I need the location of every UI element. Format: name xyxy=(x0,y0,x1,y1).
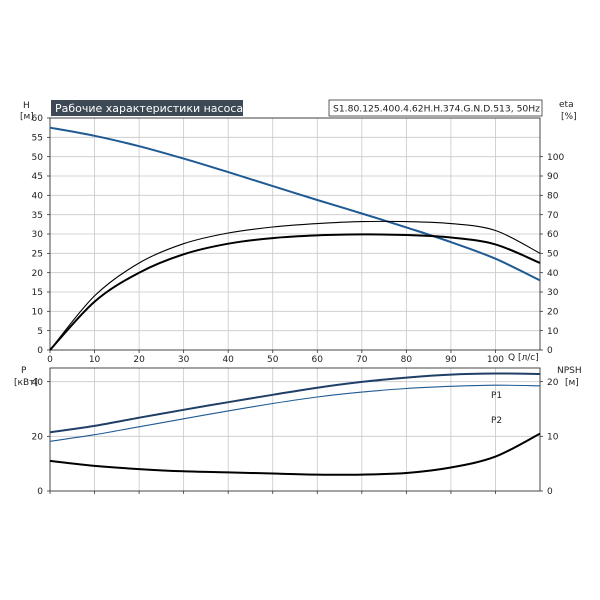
eta-axis-label: eta xyxy=(559,100,574,110)
head-panel-curve-efficiency-thin xyxy=(49,220,541,351)
power-panel-left-tick-label: 40 xyxy=(32,378,44,388)
head-panel-left-tick-label: 25 xyxy=(32,250,43,260)
model-box xyxy=(328,99,543,117)
legend-p2: P2 xyxy=(491,416,502,426)
head-panel-right-tick-label: 60 xyxy=(547,230,559,240)
power-panel-right-tick-label: 20 xyxy=(547,378,559,388)
head-panel-x-tick-label: 30 xyxy=(178,355,190,365)
eta-axis-unit: [%] xyxy=(561,112,577,122)
head-panel-x-tick-label: 20 xyxy=(133,355,145,365)
head-panel-left-tick-label: 55 xyxy=(32,134,43,144)
head-panel-right-tick-label: 30 xyxy=(547,288,559,298)
head-panel-left-tick-label: 40 xyxy=(32,192,44,202)
head-axis-unit: [м] xyxy=(20,112,34,122)
pump-model-label: S1.80.125.400.4.62H.H.374.G.N.D.513, 50H… xyxy=(333,105,541,115)
head-panel-left-tick-label: 30 xyxy=(32,230,44,240)
head-panel-x-tick-label: 70 xyxy=(356,355,368,365)
head-panel-right-tick-label: 70 xyxy=(547,211,559,221)
head-panel-left-tick-label: 60 xyxy=(32,114,44,124)
head-panel-x-tick-label: 40 xyxy=(222,355,234,365)
tick-labels: 0 10 20 30 40 50 60 70 80 90 100051015202530354045… xyxy=(32,114,565,497)
head-panel-left-tick-label: 10 xyxy=(32,308,44,318)
power-panel-right-tick-label: 0 xyxy=(547,487,553,497)
head-panel-right-tick-label: 40 xyxy=(547,269,559,279)
head-panel-right-tick-label: 80 xyxy=(547,192,559,202)
head-panel-x-tick-label: 50 xyxy=(267,355,279,365)
npsh-axis-label: NPSH xyxy=(557,366,582,376)
head-panel-x-tick-label: 0 xyxy=(47,355,53,365)
curves xyxy=(49,126,541,476)
head-panel-curve-head xyxy=(49,126,541,282)
head-panel-x-tick-label: 90 xyxy=(445,355,457,365)
head-panel-left-tick-label: 50 xyxy=(32,153,44,163)
legend-p1: P1 xyxy=(491,391,502,401)
head-panel-frame xyxy=(49,117,541,351)
npsh-axis-unit: [м] xyxy=(565,378,579,388)
head-panel-right-tick-label: 0 xyxy=(547,346,553,356)
power-panel-curve-p2 xyxy=(49,384,541,442)
head-panel-left-tick-label: 35 xyxy=(32,211,43,221)
chart-title: Рабочие характеристики насоса xyxy=(55,102,243,115)
head-panel-right-tick-label: 90 xyxy=(547,172,559,182)
head-panel-left-tick-label: 15 xyxy=(32,288,43,298)
head-panel-left-tick-label: 5 xyxy=(37,327,43,337)
flow-axis-label: Q [л/с] xyxy=(508,353,539,363)
head-panel-left-tick-label: 45 xyxy=(32,172,43,182)
power-panel-frame xyxy=(49,367,541,492)
head-panel-right-tick-label: 20 xyxy=(547,308,559,318)
head-axis-label: H xyxy=(23,101,30,111)
head-panel-curve-efficiency xyxy=(49,233,541,351)
power-axis-unit: [кВт] xyxy=(14,378,38,388)
power-panel-left-tick-label: 20 xyxy=(32,433,44,443)
power-panel-curve-npsh xyxy=(49,432,541,476)
head-panel-x-tick-label: 60 xyxy=(312,355,324,365)
title-box xyxy=(51,100,243,116)
head-panel-right-tick-label: 10 xyxy=(547,327,559,337)
head-panel-x-tick-label: 80 xyxy=(401,355,413,365)
head-panel-right-tick-label: 100 xyxy=(547,153,564,163)
head-panel-x-tick-label: 10 xyxy=(89,355,101,365)
head-panel-x-tick-label: 100 xyxy=(487,355,504,365)
head-panel-right-tick-label: 50 xyxy=(547,250,559,260)
head-panel-left-tick-label: 20 xyxy=(32,269,44,279)
power-panel-left-tick-label: 0 xyxy=(37,487,43,497)
grid-lines xyxy=(50,117,540,491)
power-panel-right-tick-label: 10 xyxy=(547,433,559,443)
head-panel-left-tick-label: 0 xyxy=(37,346,43,356)
power-axis-label: P xyxy=(21,366,27,376)
plot-frames xyxy=(47,117,543,494)
power-panel-curve-p1 xyxy=(49,372,541,434)
